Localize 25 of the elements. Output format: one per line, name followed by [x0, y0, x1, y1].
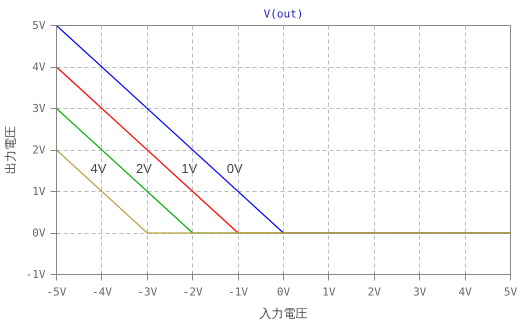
y-axis-title: 出力電圧 [4, 126, 18, 174]
x-tick-label: 2V [368, 286, 382, 298]
chart-title: V(out) [264, 8, 304, 20]
y-tick-label: 3V [32, 102, 46, 115]
x-axis-title: 入力電圧 [260, 306, 308, 320]
series-label: 4V [90, 161, 107, 176]
series-label: 0V [226, 161, 243, 176]
y-tick-label: -1V [26, 268, 46, 281]
x-tick-label: 5V [504, 286, 518, 298]
x-tick-label: -5V [46, 286, 67, 298]
y-tick-label: 4V [32, 60, 46, 74]
x-tick-label: 0V [276, 286, 290, 298]
x-tick-label: 4V [458, 286, 472, 298]
series-label: 1V [181, 161, 198, 176]
x-tick-label: 3V [413, 286, 427, 298]
x-tick-label: -2V [182, 286, 204, 298]
x-tick-label: 1V [322, 286, 336, 298]
x-tick-label: -1V [228, 286, 248, 298]
series-label: 2V [136, 161, 152, 176]
y-tick-label: 1V [32, 185, 46, 198]
y-tick-label: 2V [32, 144, 46, 156]
x-tick-label: -4V [92, 286, 112, 298]
y-tick-label: 5V [32, 19, 46, 32]
x-tick-label: -3V [137, 286, 158, 298]
y-tick-label: 0V [32, 226, 46, 240]
